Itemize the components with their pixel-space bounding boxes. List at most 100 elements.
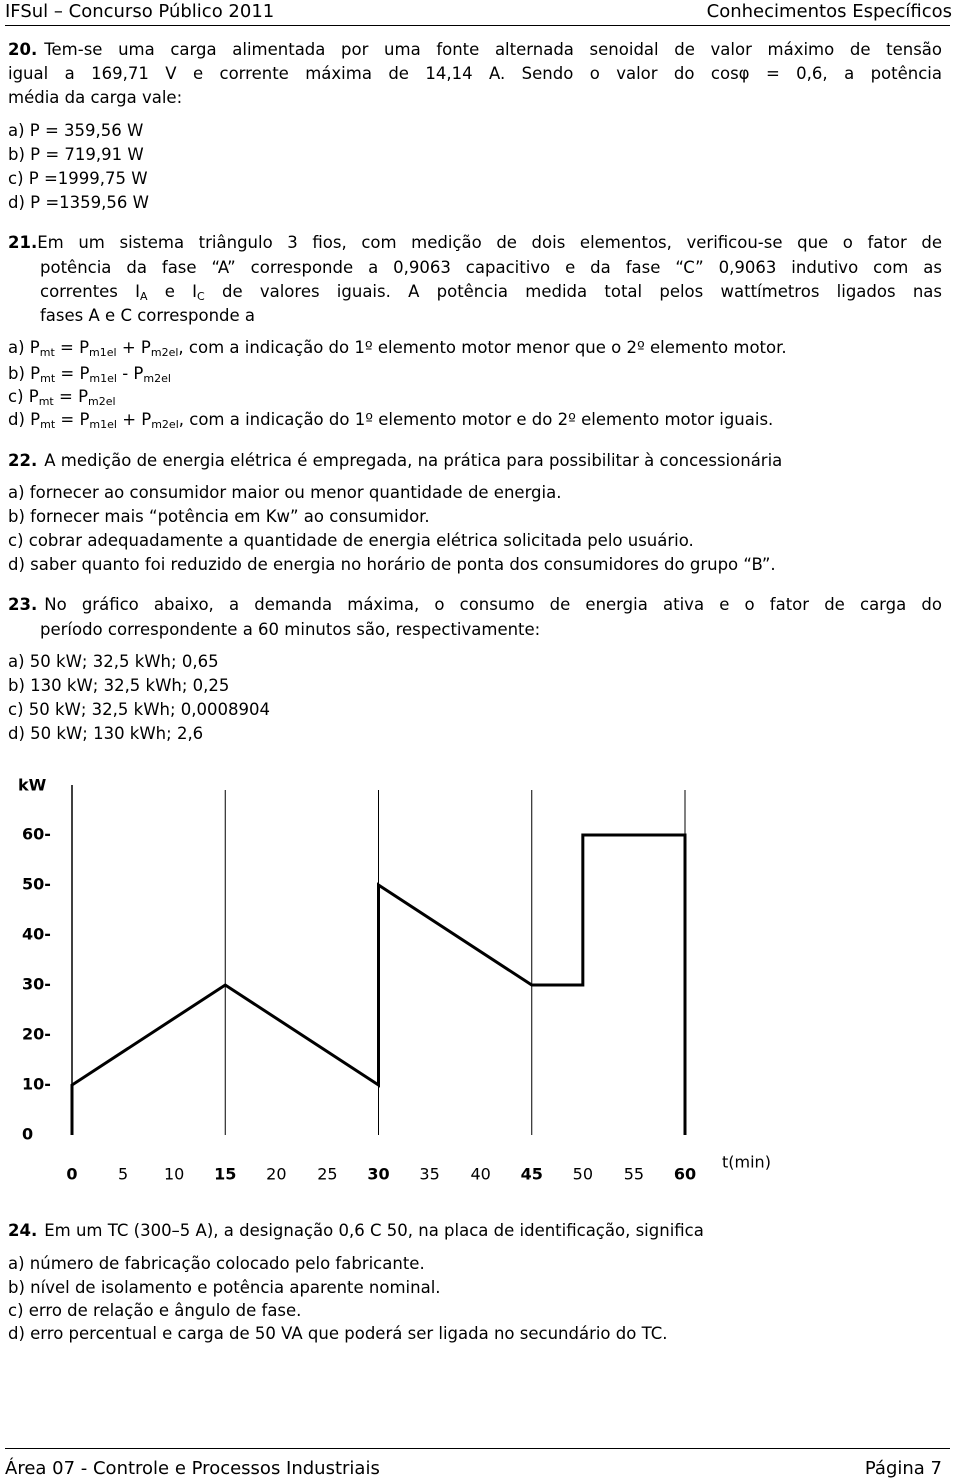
option: b) nível de isolamento e potência aparen… bbox=[8, 1276, 441, 1300]
y-tick-label: 50- bbox=[22, 875, 51, 894]
option: c) Pmt = Pm2el bbox=[8, 385, 116, 409]
subscript: C bbox=[197, 290, 205, 303]
header-left: IFSul – Concurso Público 2011 bbox=[5, 1, 275, 22]
question-number: 24. bbox=[8, 1221, 38, 1240]
option: d) Pmt = Pm1el + Pm2el, com a indicação … bbox=[8, 408, 773, 432]
text-run: d) P bbox=[8, 410, 41, 429]
subscript: mt bbox=[39, 346, 55, 359]
x-tick-label: 10 bbox=[164, 1165, 184, 1184]
option: a) número de fabricação colocado pelo fa… bbox=[8, 1252, 425, 1276]
question-number: 23. bbox=[8, 595, 38, 614]
subscript: m2el bbox=[143, 372, 171, 385]
question-number: 20. bbox=[8, 40, 38, 59]
option: b) Pmt = Pm1el - Pm2el bbox=[8, 362, 171, 386]
text-run: b) fornecer mais “potência em Kw” ao con… bbox=[8, 507, 430, 526]
option: d) 50 kW; 130 kWh; 2,6 bbox=[8, 722, 203, 746]
option: b) fornecer mais “potência em Kw” ao con… bbox=[8, 505, 430, 529]
subscript: mt bbox=[40, 372, 56, 385]
question-line: 21.Em um sistema triângulo 3 fios, com m… bbox=[8, 231, 942, 255]
subscript: m2el bbox=[151, 418, 179, 431]
option: b) 130 kW; 32,5 kWh; 0,25 bbox=[8, 674, 229, 698]
question-line: igual a 169,71 V e corrente máxima de 14… bbox=[8, 62, 942, 86]
question-line: correntes IA e IC de valores iguais. A p… bbox=[40, 280, 942, 304]
subscript: m1el bbox=[89, 418, 117, 431]
text-run: a) P = 359,56 W bbox=[8, 121, 144, 140]
y-tick-label: 20- bbox=[22, 1025, 51, 1044]
text-run: b) 130 kW; 32,5 kWh; 0,25 bbox=[8, 676, 230, 695]
x-tick-label: 25 bbox=[317, 1165, 337, 1184]
text-run: correntes I bbox=[40, 282, 141, 301]
text-run: d) saber quanto foi reduzido de energia … bbox=[8, 555, 776, 574]
text-run: d) P =1359,56 W bbox=[8, 193, 149, 212]
option: c) erro de relação e ângulo de fase. bbox=[8, 1299, 301, 1323]
question-line: 22. A medição de energia elétrica é empre… bbox=[8, 449, 942, 473]
x-tick-label: 40 bbox=[470, 1165, 490, 1184]
y-tick-label: 30- bbox=[22, 975, 51, 994]
footer-left: Área 07 - Controle e Processos Industria… bbox=[5, 1458, 380, 1479]
subscript: m1el bbox=[89, 372, 117, 385]
text-run: Tem-se uma carga alimentada por uma font… bbox=[44, 40, 942, 59]
text-run: igual a 169,71 V e corrente máxima de 14… bbox=[8, 64, 942, 83]
text-run: b) P = 719,91 W bbox=[8, 145, 144, 164]
text-run: e I bbox=[147, 282, 198, 301]
subscript: mt bbox=[40, 418, 56, 431]
text-run: , com a indicação do 1º elemento motor e… bbox=[178, 410, 774, 429]
text-run: fases A e C corresponde a bbox=[40, 306, 256, 325]
option: d) P =1359,56 W bbox=[8, 191, 149, 215]
question-line: potência da fase “A” corresponde a 0,906… bbox=[40, 256, 942, 280]
y-tick-label: 60- bbox=[22, 825, 51, 844]
option: d) erro percentual e carga de 50 VA que … bbox=[8, 1322, 667, 1346]
x-tick-label: 60 bbox=[674, 1165, 696, 1184]
option: a) fornecer ao consumidor maior ou menor… bbox=[8, 481, 561, 505]
chart: kW t(min) 0 10- 20- 30- 40- 50- 60- 0 5 10 15 20 25 30 3… bbox=[18, 776, 771, 1184]
text-run: período correspondente a 60 minutos são,… bbox=[40, 620, 541, 639]
text-run: a) 50 kW; 32,5 kWh; 0,65 bbox=[8, 652, 219, 671]
text-run: c) 50 kW; 32,5 kWh; 0,0008904 bbox=[8, 700, 271, 719]
option: c) P =1999,75 W bbox=[8, 167, 148, 191]
header-rule bbox=[5, 25, 950, 26]
text-run: = P bbox=[53, 387, 89, 406]
text-run: de valores iguais. A potência medida tot… bbox=[204, 282, 942, 301]
y-axis-label: kW bbox=[18, 776, 47, 795]
question-line: período correspondente a 60 minutos são,… bbox=[40, 618, 942, 642]
text-run: b) nível de isolamento e potência aparen… bbox=[8, 1278, 441, 1297]
text-run: d) erro percentual e carga de 50 VA que … bbox=[8, 1324, 668, 1343]
option: d) saber quanto foi reduzido de energia … bbox=[8, 553, 776, 577]
footer-rule bbox=[5, 1448, 950, 1449]
text-run: = P bbox=[55, 410, 90, 429]
x-tick-label: 50 bbox=[573, 1165, 593, 1184]
text-run: , com a indicação do 1º elemento motor m… bbox=[178, 338, 787, 357]
footer-right: Página 7 bbox=[864, 1458, 942, 1479]
text-run: c) P =1999,75 W bbox=[8, 169, 148, 188]
text-run: Em um sistema triângulo 3 fios, com medi… bbox=[37, 233, 942, 252]
x-tick-label: 45 bbox=[521, 1165, 543, 1184]
data-line bbox=[70, 833, 687, 1135]
text-run: + P bbox=[116, 410, 152, 429]
x-tick-label: 5 bbox=[118, 1165, 128, 1184]
text-run: c) cobrar adequadamente a quantidade de … bbox=[8, 531, 694, 550]
x-axis-label: t(min) bbox=[722, 1153, 771, 1172]
x-tick-label: 0 bbox=[66, 1165, 77, 1184]
text-run: c) P bbox=[8, 387, 39, 406]
text-run: média da carga vale: bbox=[8, 88, 183, 107]
y-tick-label: 10- bbox=[22, 1075, 51, 1094]
x-tick-label: 55 bbox=[624, 1165, 644, 1184]
x-tick-label: 15 bbox=[214, 1165, 236, 1184]
y-tick-label: 0 bbox=[22, 1125, 33, 1144]
option: c) 50 kW; 32,5 kWh; 0,0008904 bbox=[8, 698, 270, 722]
text-run: + P bbox=[116, 338, 151, 357]
subscript: mt bbox=[38, 395, 54, 408]
text-run: potência da fase “A” corresponde a 0,906… bbox=[40, 258, 942, 277]
subscript: m2el bbox=[150, 346, 179, 359]
subscript: m1el bbox=[89, 346, 117, 359]
question-line: 20. Tem-se uma carga alimentada por uma f… bbox=[8, 38, 942, 62]
option: a) 50 kW; 32,5 kWh; 0,65 bbox=[8, 650, 219, 674]
question-line: média da carga vale: bbox=[8, 86, 942, 110]
question-number: 22. bbox=[8, 451, 38, 470]
question-line: 23. No gráfico abaixo, a demanda máxima, … bbox=[8, 593, 942, 617]
text-run: c) erro de relação e ângulo de fase. bbox=[8, 1301, 302, 1320]
x-tick-label: 30 bbox=[367, 1165, 389, 1184]
option: b) P = 719,91 W bbox=[8, 143, 144, 167]
text-run: a) número de fabricação colocado pelo fa… bbox=[8, 1254, 425, 1273]
